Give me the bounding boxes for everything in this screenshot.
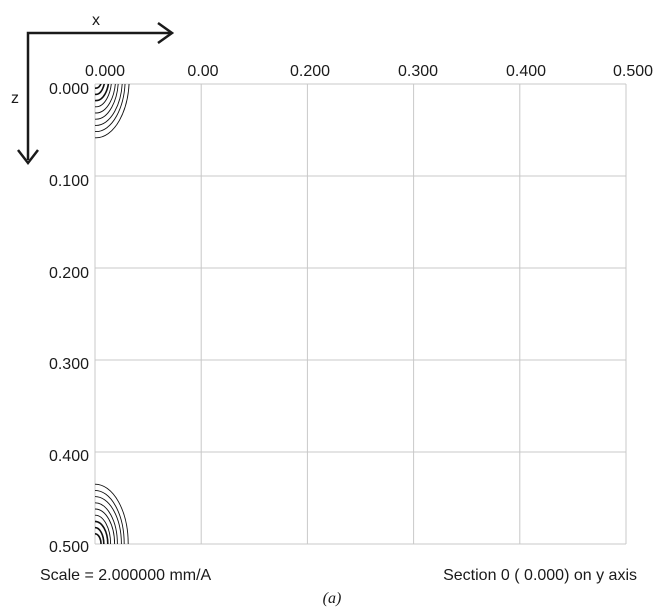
z-tick-label: 0.200	[49, 265, 89, 282]
contour-level	[95, 84, 106, 96]
contour-layer	[95, 84, 130, 544]
contour-level	[95, 84, 126, 133]
x-tick-label: 0.000	[85, 63, 125, 80]
contour-level	[95, 489, 125, 544]
z-tick-label: 0.400	[49, 448, 89, 465]
panel-label: (a)	[323, 590, 342, 607]
x-tick-label: 0.400	[506, 63, 546, 80]
z-tick-labels: 0.000 0.100 0.200 0.300 0.400 0.500	[49, 81, 89, 556]
z-axis-label: z	[11, 90, 19, 107]
contour-level	[95, 84, 130, 139]
x-tick-labels: 0.000 0.00 0.200 0.300 0.400 0.500	[85, 63, 653, 80]
contour-level	[95, 84, 112, 108]
contour-level	[95, 84, 102, 89]
contour-level	[95, 84, 119, 120]
contour-level	[95, 84, 116, 114]
axis-arrows: x z	[11, 12, 175, 166]
x-axis-label: x	[92, 12, 100, 29]
x-tick-label: 0.500	[613, 63, 653, 80]
z-tick-label: 0.300	[49, 356, 89, 373]
z-tick-label: 0.100	[49, 173, 89, 190]
x-tick-label: 0.300	[398, 63, 438, 80]
contour-peak	[95, 483, 129, 544]
contour-level	[95, 533, 102, 544]
x-arrowhead-icon	[157, 21, 175, 45]
contour-peak	[95, 84, 130, 139]
scale-label: Scale = 2.000000 mm/A	[40, 567, 212, 584]
x-tick-label: 0.00	[187, 63, 218, 80]
contour-level	[95, 84, 110, 102]
contour-level	[95, 526, 105, 544]
contour-level	[95, 514, 112, 544]
z-arrowhead-icon	[17, 149, 39, 166]
z-tick-label: 0.000	[49, 81, 89, 98]
x-tick-label: 0.200	[290, 63, 330, 80]
z-tick-label: 0.500	[49, 539, 89, 556]
contour-level	[95, 84, 123, 126]
contour-level	[95, 508, 116, 544]
plot-grid	[94, 83, 627, 545]
contour-level	[95, 502, 118, 544]
section-label: Section 0 ( 0.000) on y axis	[443, 567, 637, 584]
x-axis-arrow	[26, 31, 170, 160]
